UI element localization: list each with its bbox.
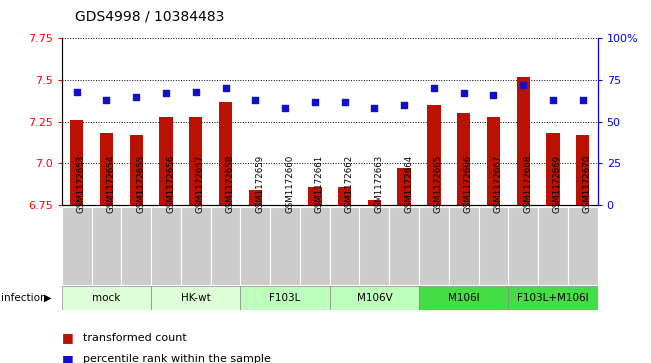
- Point: [458, 90, 469, 96]
- Bar: [508, 286, 598, 310]
- Bar: [427, 105, 441, 205]
- Point: [547, 97, 558, 103]
- Point: [369, 105, 380, 111]
- Bar: [92, 207, 121, 285]
- Bar: [329, 207, 359, 285]
- Text: ■: ■: [62, 353, 74, 363]
- Bar: [240, 286, 329, 310]
- Text: transformed count: transformed count: [83, 333, 186, 343]
- Text: GSM1172653: GSM1172653: [77, 155, 86, 213]
- Point: [250, 97, 260, 103]
- Text: F103L+M106I: F103L+M106I: [517, 293, 589, 303]
- Text: percentile rank within the sample: percentile rank within the sample: [83, 354, 271, 363]
- Bar: [151, 286, 240, 310]
- Bar: [300, 207, 329, 285]
- Text: GSM1172669: GSM1172669: [553, 155, 562, 213]
- Point: [220, 85, 230, 91]
- Text: GSM1172660: GSM1172660: [285, 155, 294, 213]
- Bar: [240, 207, 270, 285]
- Text: GSM1172655: GSM1172655: [136, 155, 145, 213]
- Bar: [508, 207, 538, 285]
- Bar: [338, 187, 352, 205]
- Text: M106V: M106V: [357, 293, 393, 303]
- Point: [518, 82, 529, 88]
- Bar: [211, 207, 240, 285]
- Point: [280, 105, 290, 111]
- Bar: [419, 286, 508, 310]
- Bar: [419, 207, 449, 285]
- Point: [310, 99, 320, 105]
- Bar: [449, 207, 478, 285]
- Bar: [398, 168, 411, 205]
- Text: HK-wt: HK-wt: [181, 293, 211, 303]
- Text: GSM1172664: GSM1172664: [404, 155, 413, 213]
- Bar: [62, 286, 151, 310]
- Bar: [487, 117, 500, 205]
- Text: GSM1172657: GSM1172657: [196, 155, 205, 213]
- Point: [102, 97, 112, 103]
- Bar: [151, 207, 181, 285]
- Bar: [546, 133, 560, 205]
- Point: [399, 102, 409, 108]
- Point: [339, 99, 350, 105]
- Point: [131, 94, 141, 99]
- Bar: [359, 207, 389, 285]
- Bar: [457, 113, 471, 205]
- Text: GDS4998 / 10384483: GDS4998 / 10384483: [75, 9, 224, 23]
- Point: [488, 92, 499, 98]
- Point: [577, 97, 588, 103]
- Text: GSM1172670: GSM1172670: [583, 155, 592, 213]
- Text: GSM1172659: GSM1172659: [255, 155, 264, 213]
- Bar: [568, 207, 598, 285]
- Text: GSM1172662: GSM1172662: [344, 155, 353, 213]
- Bar: [576, 135, 589, 205]
- Bar: [368, 200, 381, 205]
- Text: mock: mock: [92, 293, 120, 303]
- Bar: [70, 120, 83, 205]
- Text: GSM1172656: GSM1172656: [166, 155, 175, 213]
- Bar: [62, 207, 92, 285]
- Bar: [516, 77, 530, 205]
- Text: infection: infection: [1, 293, 49, 303]
- Bar: [121, 207, 151, 285]
- Text: GSM1172654: GSM1172654: [107, 155, 115, 213]
- Bar: [181, 207, 211, 285]
- Text: GSM1172658: GSM1172658: [225, 155, 234, 213]
- Bar: [389, 207, 419, 285]
- Bar: [270, 207, 300, 285]
- Text: ■: ■: [62, 331, 74, 344]
- Text: GSM1172661: GSM1172661: [315, 155, 324, 213]
- Point: [72, 89, 82, 94]
- Text: M106I: M106I: [448, 293, 480, 303]
- Text: GSM1172667: GSM1172667: [493, 155, 503, 213]
- Text: GSM1172666: GSM1172666: [464, 155, 473, 213]
- Bar: [219, 102, 232, 205]
- Bar: [159, 117, 173, 205]
- Point: [429, 85, 439, 91]
- Text: ▶: ▶: [44, 293, 51, 303]
- Text: GSM1172665: GSM1172665: [434, 155, 443, 213]
- Bar: [249, 190, 262, 205]
- Bar: [130, 135, 143, 205]
- Text: GSM1172663: GSM1172663: [374, 155, 383, 213]
- Bar: [100, 133, 113, 205]
- Bar: [478, 207, 508, 285]
- Bar: [329, 286, 419, 310]
- Bar: [308, 187, 322, 205]
- Point: [191, 89, 201, 94]
- Text: F103L: F103L: [270, 293, 301, 303]
- Point: [161, 90, 171, 96]
- Bar: [189, 117, 202, 205]
- Text: GSM1172668: GSM1172668: [523, 155, 533, 213]
- Bar: [538, 207, 568, 285]
